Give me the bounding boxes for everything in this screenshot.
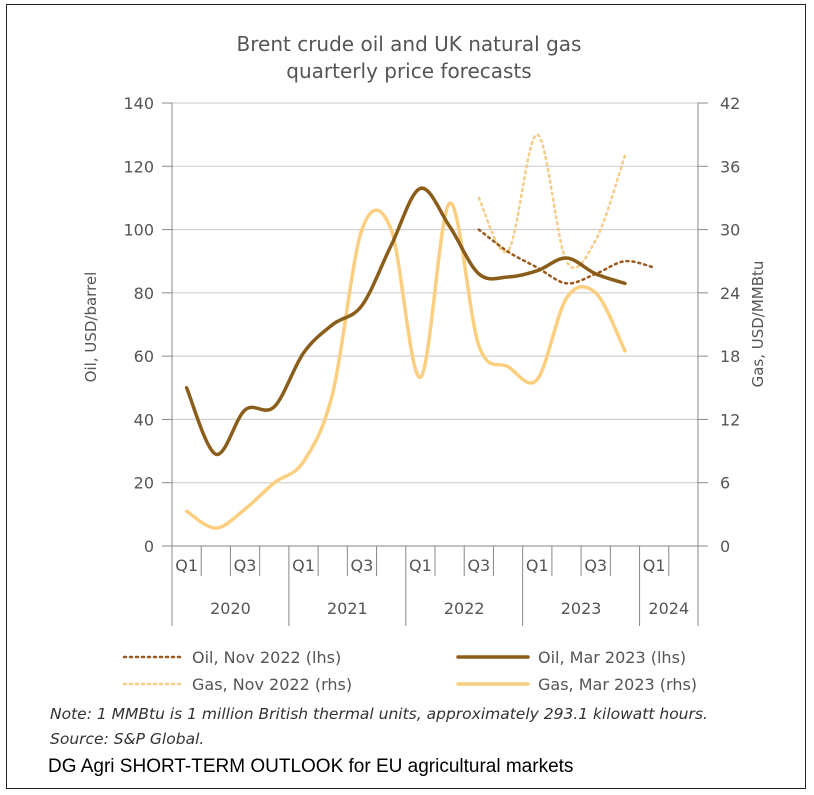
left-y-ticks: 0 20 40 60 80 100 120 140 [123,94,172,556]
year-label: 2023 [561,599,602,618]
gridlines [172,102,698,484]
right-tick-label: 24 [720,284,740,303]
axes [171,103,699,547]
right-y-ticks: 0 6 12 18 24 30 36 42 [698,94,740,556]
quarter-label: Q1 [526,556,549,575]
right-axis-label: Gas, USD/MMBtu [749,261,767,388]
year-label: 2020 [210,599,251,618]
left-tick-label: 0 [144,537,154,556]
x-axis-ticks: Q1 Q3 Q1 Q3 Q1 Q3 Q1 Q3 Q1 2020 2021 2022 2023 2024 [171,546,699,626]
oil-mar-2023-line [184,186,627,456]
right-tick-label: 6 [720,474,730,493]
chart-title: Brent crude oil and UK natural gas quarte… [237,32,582,83]
right-tick-label: 42 [720,94,740,113]
right-tick-label: 12 [720,410,740,429]
quarter-label: Q3 [467,556,490,575]
chart-title-line: Brent crude oil and UK natural gas [237,32,582,56]
right-tick-label: 30 [720,221,740,240]
quarter-label: Q1 [292,556,315,575]
chart-frame [6,4,806,789]
legend: Oil, Nov 2022 (lhs) Oil, Mar 2023 (lhs) Ga… [122,648,697,694]
series-lines [184,133,656,530]
oil-nov-2022-line [477,228,656,285]
quarter-label: Q3 [351,556,374,575]
legend-oil-mar-2023-label: Oil, Mar 2023 (lhs) [538,648,686,667]
year-label: 2024 [648,599,689,618]
left-tick-label: 140 [123,94,154,113]
right-tick-label: 36 [720,157,740,176]
left-tick-label: 100 [123,221,154,240]
quarter-label: Q1 [643,556,666,575]
left-tick-label: 60 [134,347,154,366]
chart-title-line: quarterly price forecasts [286,59,531,83]
page-footer: DG Agri SHORT-TERM OUTLOOK for EU agricu… [48,756,574,777]
left-tick-label: 20 [134,474,154,493]
quarter-label: Q1 [409,556,432,575]
right-tick-label: 0 [720,537,730,556]
left-tick-label: 40 [134,410,154,429]
quarter-label: Q1 [175,556,198,575]
year-label: 2021 [327,599,368,618]
quarter-label: Q3 [234,556,257,575]
legend-gas-mar-2023-label: Gas, Mar 2023 (rhs) [538,675,697,694]
left-axis-label: Oil, USD/barrel [82,272,100,383]
gas-nov-2022-line [477,133,627,270]
quarter-label: Q3 [584,556,607,575]
legend-oil-nov-2022-label: Oil, Nov 2022 (lhs) [192,648,341,667]
gas-mar-2023-line [184,201,627,530]
legend-gas-nov-2022-label: Gas, Nov 2022 (rhs) [192,675,352,694]
right-tick-label: 18 [720,347,740,366]
year-label: 2022 [444,599,485,618]
chart: Brent crude oil and UK natural gas quarte… [82,32,767,694]
left-tick-label: 80 [134,284,154,303]
chart-note: Note: 1 MMBtu is 1 million British therm… [50,705,708,748]
left-tick-label: 120 [123,157,154,176]
